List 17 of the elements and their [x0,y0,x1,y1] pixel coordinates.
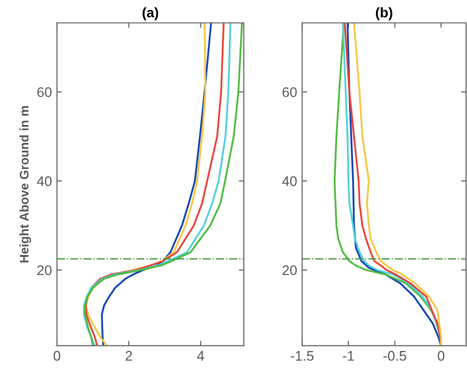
y-tick-label: 60 [37,87,52,98]
y-tick-label: 40 [36,176,52,186]
x-tick-label: 2 [126,350,132,361]
y-tick-label: 20 [282,265,297,276]
x-tick-label: 0 [438,350,444,361]
y-tick-label: 60 [282,87,297,98]
chart-title: (a) [142,7,158,20]
y-axis-title: Height Above Ground in m [19,106,32,262]
x-tick-label: -1 [342,351,354,361]
x-tick-label: -1.5 [290,351,314,361]
x-tick-label: 0 [54,350,60,361]
y-tick-label: 40 [282,176,297,186]
x-tick-label: -0.5 [383,350,406,361]
y-tick-label: 20 [37,265,52,276]
x-tick-label: 4 [197,351,204,361]
chart-title: (b) [376,7,392,20]
line-series [100,22,212,346]
